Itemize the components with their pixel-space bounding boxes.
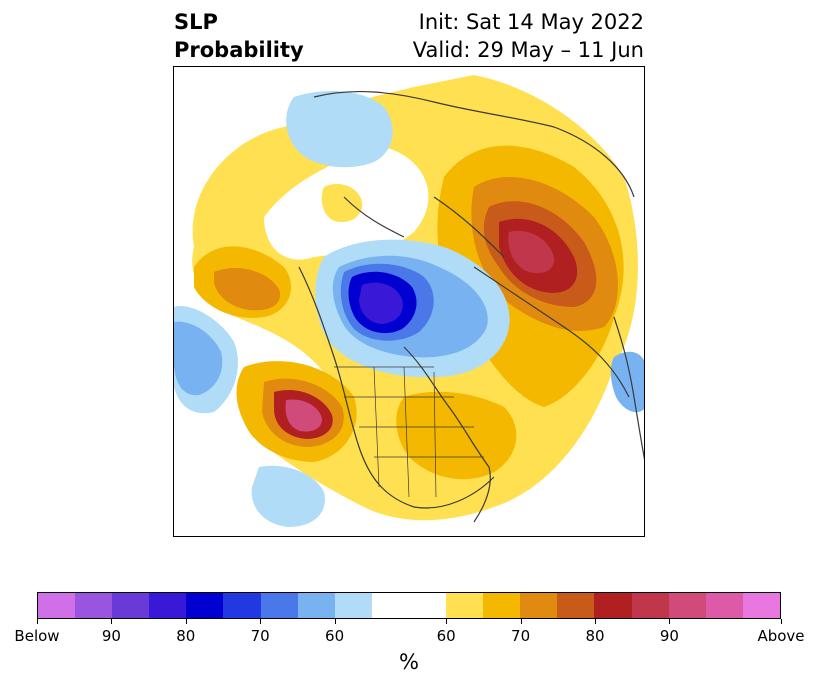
- colorbar-tick: [446, 619, 447, 624]
- colorbar-segment: [557, 593, 594, 618]
- colorbar-tick: [521, 619, 522, 624]
- colorbar-segment: [743, 593, 780, 618]
- colorbar-segment: [186, 593, 223, 618]
- colorbar-segment: [706, 593, 743, 618]
- colorbar-tick: [595, 619, 596, 624]
- colorbar-tick-label: Above: [757, 627, 804, 645]
- colorbar-segment: [335, 593, 372, 618]
- colorbar-segment: [149, 593, 186, 618]
- map-svg: [174, 67, 645, 537]
- colorbar-segment: [483, 593, 520, 618]
- colorbar-segment: [261, 593, 298, 618]
- colorbar-tick-label: 60: [325, 627, 344, 645]
- colorbar-segment: [632, 593, 669, 618]
- colorbar-segment: [594, 593, 631, 618]
- colorbar-segment: [75, 593, 112, 618]
- colorbar-segment: [669, 593, 706, 618]
- colorbar-segment: [112, 593, 149, 618]
- colorbar-tick: [260, 619, 261, 624]
- colorbar-tick-label: 90: [660, 627, 679, 645]
- colorbar-tick-label: 60: [437, 627, 456, 645]
- colorbar-segment: [520, 593, 557, 618]
- colorbar-tick-label: 80: [585, 627, 604, 645]
- colorbar-segment: [298, 593, 335, 618]
- title-right: Init: Sat 14 May 2022 Valid: 29 May – 11…: [413, 8, 644, 64]
- colorbar-segment: [38, 593, 75, 618]
- colorbar-segment: [223, 593, 260, 618]
- colorbar-tick: [669, 619, 670, 624]
- colorbar-tick: [186, 619, 187, 624]
- colorbar-unit: %: [399, 650, 419, 674]
- colorbar: [37, 592, 781, 619]
- colorbar-tick: [781, 619, 782, 624]
- colorbar-tick-label: 90: [102, 627, 121, 645]
- title-variable: SLP: [174, 8, 304, 36]
- valid-range: Valid: 29 May – 11 Jun: [413, 36, 644, 64]
- colorbar-segment: [372, 593, 446, 618]
- colorbar-tick-label: 70: [511, 627, 530, 645]
- title-product: Probability: [174, 36, 304, 64]
- init-date: Init: Sat 14 May 2022: [413, 8, 644, 36]
- colorbar-tick: [335, 619, 336, 624]
- colorbar-tick: [111, 619, 112, 624]
- probability-map: [173, 66, 645, 537]
- colorbar-tick-label: 80: [176, 627, 195, 645]
- title-left: SLP Probability: [174, 8, 304, 64]
- colorbar-tick-label: Below: [14, 627, 59, 645]
- colorbar-tick: [37, 619, 38, 624]
- colorbar-segment: [446, 593, 483, 618]
- colorbar-tick-label: 70: [251, 627, 270, 645]
